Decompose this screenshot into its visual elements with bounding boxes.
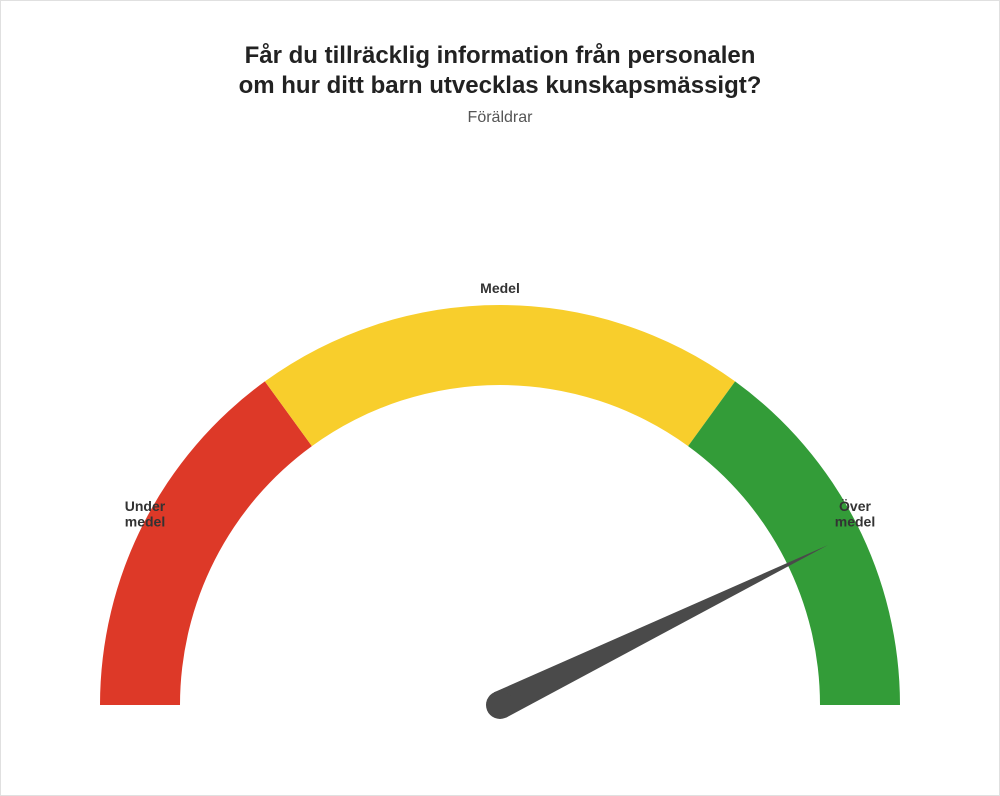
gauge-needle-hub	[486, 691, 514, 719]
title-line-2: om hur ditt barn utvecklas kunskapsmässi…	[239, 72, 762, 99]
chart-frame: Får du tillräcklig information från pers…	[0, 0, 1000, 796]
gauge-segment-label-2: Övermedel	[835, 498, 875, 529]
chart-title: Får du tillräcklig information från pers…	[1, 41, 999, 101]
gauge-segment-label-0: Undermedel	[125, 498, 166, 529]
title-line-1: Får du tillräcklig information från pers…	[245, 42, 756, 69]
gauge-segment-label-1: Medel	[480, 280, 520, 296]
gauge-segment-1	[265, 305, 735, 446]
gauge-segment-0	[100, 381, 312, 705]
gauge-segment-2	[688, 381, 900, 705]
gauge-needle	[494, 545, 828, 718]
gauge-container: Undermedel Medel Övermedel	[1, 275, 999, 735]
chart-subtitle: Föräldrar	[1, 109, 999, 127]
gauge-chart: Undermedel Medel Övermedel	[70, 275, 930, 735]
